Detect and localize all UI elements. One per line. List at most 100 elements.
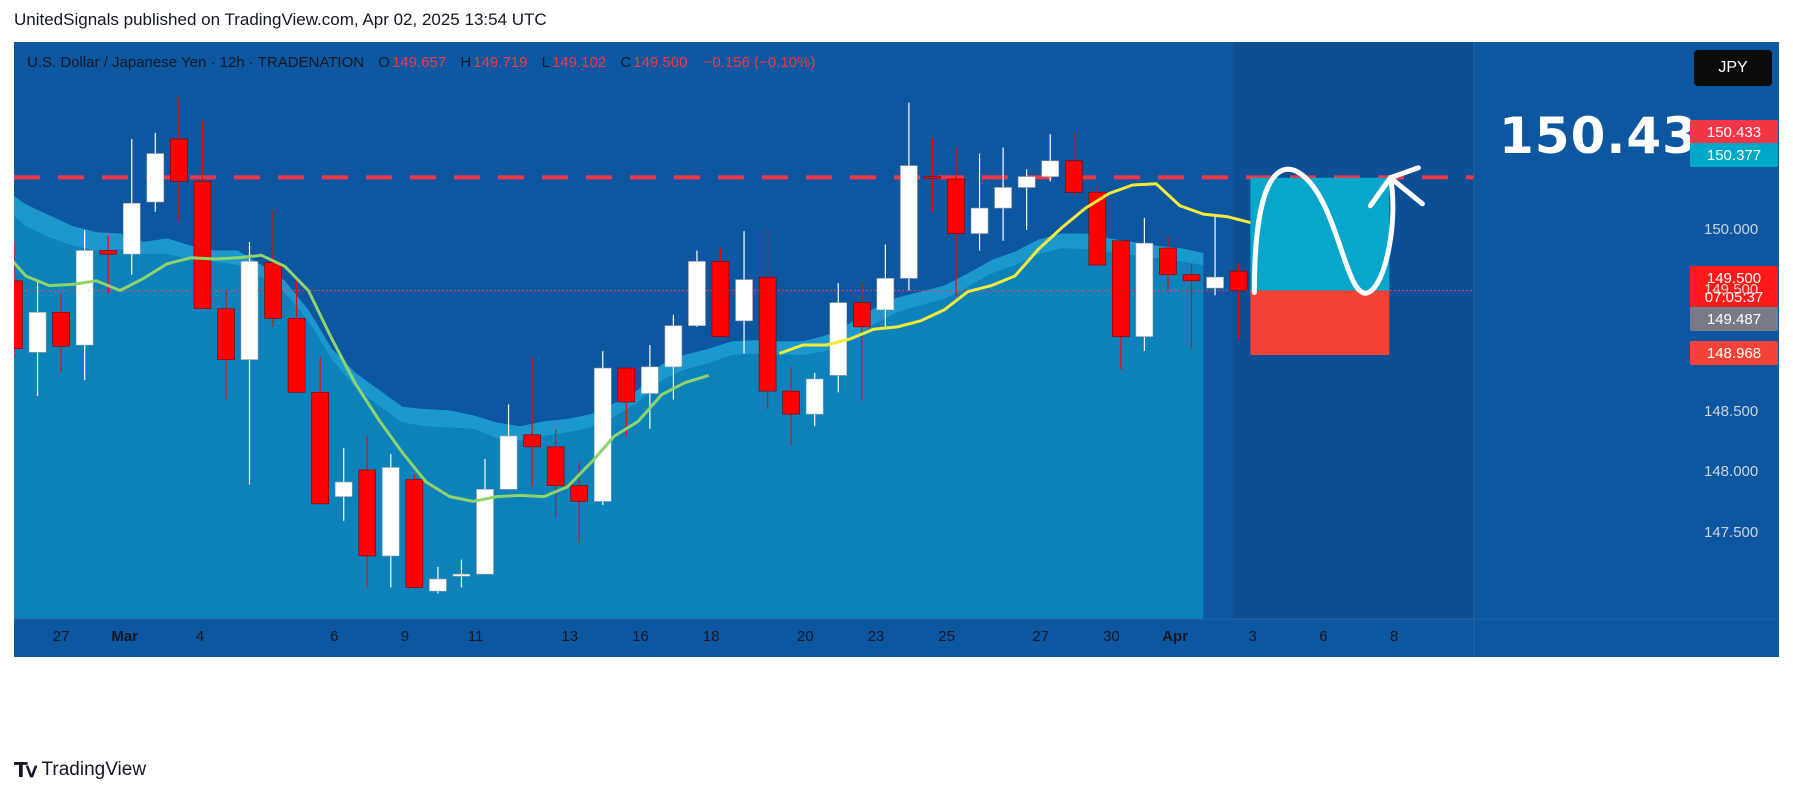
- target-label: 150.43: [1499, 107, 1698, 165]
- projection-arrowhead: [1367, 175, 1425, 209]
- candle-body: [852, 302, 871, 328]
- candlestick-chart[interactable]: [14, 42, 1779, 747]
- x-tick-label: Apr: [1162, 628, 1188, 645]
- candle-body: [1135, 242, 1154, 337]
- candle-body: [381, 467, 400, 557]
- currency-button[interactable]: JPY: [1694, 50, 1772, 86]
- close-value: 149.500: [633, 54, 688, 71]
- y-tick-label: 149.500: [1704, 281, 1759, 299]
- candle-body: [146, 153, 165, 203]
- candle-body: [1159, 247, 1177, 276]
- candle-body: [923, 176, 942, 179]
- candle-body: [970, 207, 989, 234]
- x-tick-label: 20: [796, 628, 814, 645]
- symbol-name[interactable]: U.S. Dollar / Japanese Yen · 12h · TRADE…: [27, 54, 365, 71]
- candle-body: [617, 367, 636, 403]
- candle-body: [1229, 270, 1248, 291]
- candle-body: [99, 250, 117, 255]
- candle-body: [782, 390, 800, 415]
- close-label: C: [620, 54, 632, 71]
- green-ma-line: [14, 253, 710, 503]
- y-tick-label: 148.000: [1704, 463, 1759, 481]
- projection-wave: [1251, 165, 1421, 296]
- candle-body: [1064, 160, 1083, 193]
- candle-body: [1017, 176, 1036, 188]
- x-tick-label: 25: [938, 628, 955, 645]
- candle-body: [641, 366, 659, 394]
- candle-body: [758, 276, 777, 392]
- candle-body: [1088, 192, 1107, 266]
- high-value: 149.719: [473, 54, 528, 71]
- x-tick-label: 3: [1248, 628, 1257, 645]
- open-value: 149.657: [391, 54, 447, 71]
- candle-body: [947, 178, 965, 234]
- candle-body: [264, 262, 282, 319]
- candle-body: [193, 181, 212, 309]
- candle-body: [805, 378, 824, 415]
- candle-body: [546, 446, 565, 486]
- candle-body: [405, 479, 424, 588]
- x-tick-label: 6: [330, 628, 339, 645]
- candle-body: [1182, 274, 1201, 282]
- candle-body: [711, 261, 730, 337]
- tradingview-logo[interactable]: T𝗏 TradingView: [14, 758, 146, 782]
- high-label: H: [460, 54, 472, 71]
- last-price-value: 149.500: [1706, 270, 1762, 287]
- candle-body: [523, 434, 541, 448]
- y-tick-label: 147.500: [1704, 523, 1759, 541]
- chart-area[interactable]: U.S. Dollar / Japanese Yen · 12h · TRADE…: [14, 42, 1779, 747]
- candle-body: [1041, 160, 1059, 177]
- yellow-ma-line: [778, 182, 1299, 355]
- candle-body: [14, 280, 23, 349]
- x-tick-label: 16: [632, 628, 649, 645]
- candle-body: [900, 165, 918, 279]
- candle-body: [994, 187, 1012, 209]
- tradingview-brand: TradingView: [41, 759, 147, 780]
- candle-body: [735, 279, 753, 322]
- low-label: L: [541, 54, 550, 71]
- candle-body: [1112, 240, 1130, 337]
- candle-body: [876, 278, 895, 311]
- candle-body: [75, 250, 94, 346]
- x-tick-label: 27: [1032, 628, 1050, 645]
- x-tick-label: Mar: [111, 628, 139, 645]
- candle-body: [452, 573, 471, 577]
- bar-countdown: 07:05:37: [1704, 289, 1764, 306]
- candle-body: [499, 435, 518, 490]
- stop-zone: [1250, 290, 1390, 355]
- x-tick-label: 23: [867, 628, 885, 645]
- candle-body: [334, 481, 353, 497]
- candle-body: [28, 312, 47, 353]
- candle-body: [52, 312, 70, 347]
- y-tick-label: 148.500: [1704, 402, 1759, 420]
- x-tick-label: 18: [702, 628, 720, 645]
- x-tick-label: 4: [195, 628, 205, 645]
- tradingview-logo-icon: T𝗏: [14, 758, 38, 782]
- x-tick-label: 6: [1319, 628, 1328, 645]
- candle-body: [217, 308, 235, 360]
- candle-body: [570, 485, 589, 502]
- candle-body: [1206, 276, 1224, 289]
- open-label: O: [378, 54, 390, 71]
- change-value: −0.156 (−0.10%): [703, 54, 816, 71]
- x-tick-label: 8: [1389, 628, 1399, 645]
- candle-body: [476, 488, 494, 575]
- candle-body: [593, 367, 612, 502]
- candle-body: [240, 261, 259, 360]
- candle-body: [358, 469, 377, 557]
- ma-upper-price-tag: 150.377: [1690, 143, 1778, 167]
- candle-body: [287, 318, 306, 393]
- candle-body: [664, 325, 683, 368]
- x-tick-label: 27: [52, 628, 70, 645]
- candle-body: [311, 392, 329, 505]
- symbol-legend[interactable]: U.S. Dollar / Japanese Yen · 12h · TRADE…: [27, 54, 815, 71]
- candle-body: [429, 578, 447, 592]
- low-value: 149.102: [551, 54, 607, 71]
- resistance-price-tag: 150.433: [1690, 120, 1778, 144]
- x-tick-label: 13: [561, 628, 579, 645]
- x-tick-label: 11: [467, 628, 484, 645]
- y-tick-label: 150.000: [1704, 220, 1759, 238]
- candle-body: [122, 202, 141, 255]
- ma-lower-price-tag: 149.487: [1690, 307, 1778, 331]
- candle-body: [170, 138, 188, 182]
